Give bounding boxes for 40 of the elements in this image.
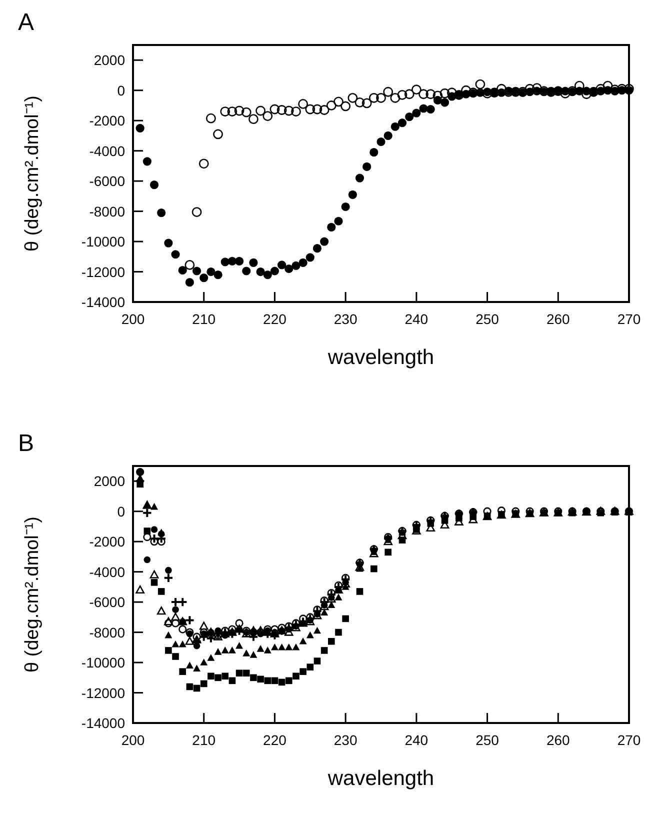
y-tick-label: -4000 bbox=[89, 564, 126, 580]
y-tick-label: -6000 bbox=[89, 594, 126, 610]
x-tick-label: 250 bbox=[476, 732, 500, 748]
y-tick-label: -14000 bbox=[81, 294, 126, 310]
y-tick-label: -10000 bbox=[81, 654, 126, 671]
y-axis-title: θ (deg.cm².dmol⁻¹) bbox=[22, 96, 43, 252]
x-tick-label: 210 bbox=[192, 732, 216, 748]
y-tick-label: -8000 bbox=[89, 624, 126, 640]
x-tick-label: 230 bbox=[334, 311, 358, 327]
x-tick-label: 200 bbox=[121, 311, 145, 327]
y-tick-label: -14000 bbox=[81, 715, 126, 731]
x-tick-label: 200 bbox=[121, 732, 145, 748]
y-tick-label: 0 bbox=[117, 82, 126, 98]
y-tick-label: -2000 bbox=[89, 534, 126, 550]
y-tick-label: -12000 bbox=[81, 684, 126, 701]
x-tick-label: 270 bbox=[617, 732, 641, 748]
x-axis-title: wavelength bbox=[326, 346, 434, 369]
x-tick-label: 260 bbox=[546, 311, 570, 327]
y-tick-label: -2000 bbox=[89, 112, 126, 129]
x-tick-label: 240 bbox=[404, 311, 428, 327]
y-axis-title: θ (deg.cm².dmol⁻¹) bbox=[22, 516, 43, 672]
x-tick-label: 250 bbox=[476, 311, 500, 327]
y-tick-label: -8000 bbox=[89, 203, 126, 220]
y-tick-label: -12000 bbox=[81, 264, 126, 280]
chart-title: A bbox=[18, 9, 34, 36]
x-tick-label: 220 bbox=[263, 311, 287, 327]
y-tick-label: 0 bbox=[117, 503, 126, 520]
y-tick-label: 2000 bbox=[94, 473, 126, 490]
y-tick-label: -10000 bbox=[81, 234, 126, 250]
y-tick-label: 2000 bbox=[94, 52, 126, 68]
x-tick-label: 220 bbox=[263, 732, 287, 748]
x-tick-label: 240 bbox=[404, 732, 428, 748]
y-tick-label: -6000 bbox=[89, 173, 126, 190]
x-tick-label: 230 bbox=[334, 732, 358, 748]
x-tick-label: 270 bbox=[617, 311, 641, 327]
x-axis-title: wavelength bbox=[326, 767, 434, 790]
x-tick-label: 210 bbox=[192, 311, 216, 327]
x-tick-label: 260 bbox=[546, 732, 570, 748]
y-tick-label: -4000 bbox=[89, 142, 126, 159]
chart-title: B bbox=[18, 430, 34, 457]
